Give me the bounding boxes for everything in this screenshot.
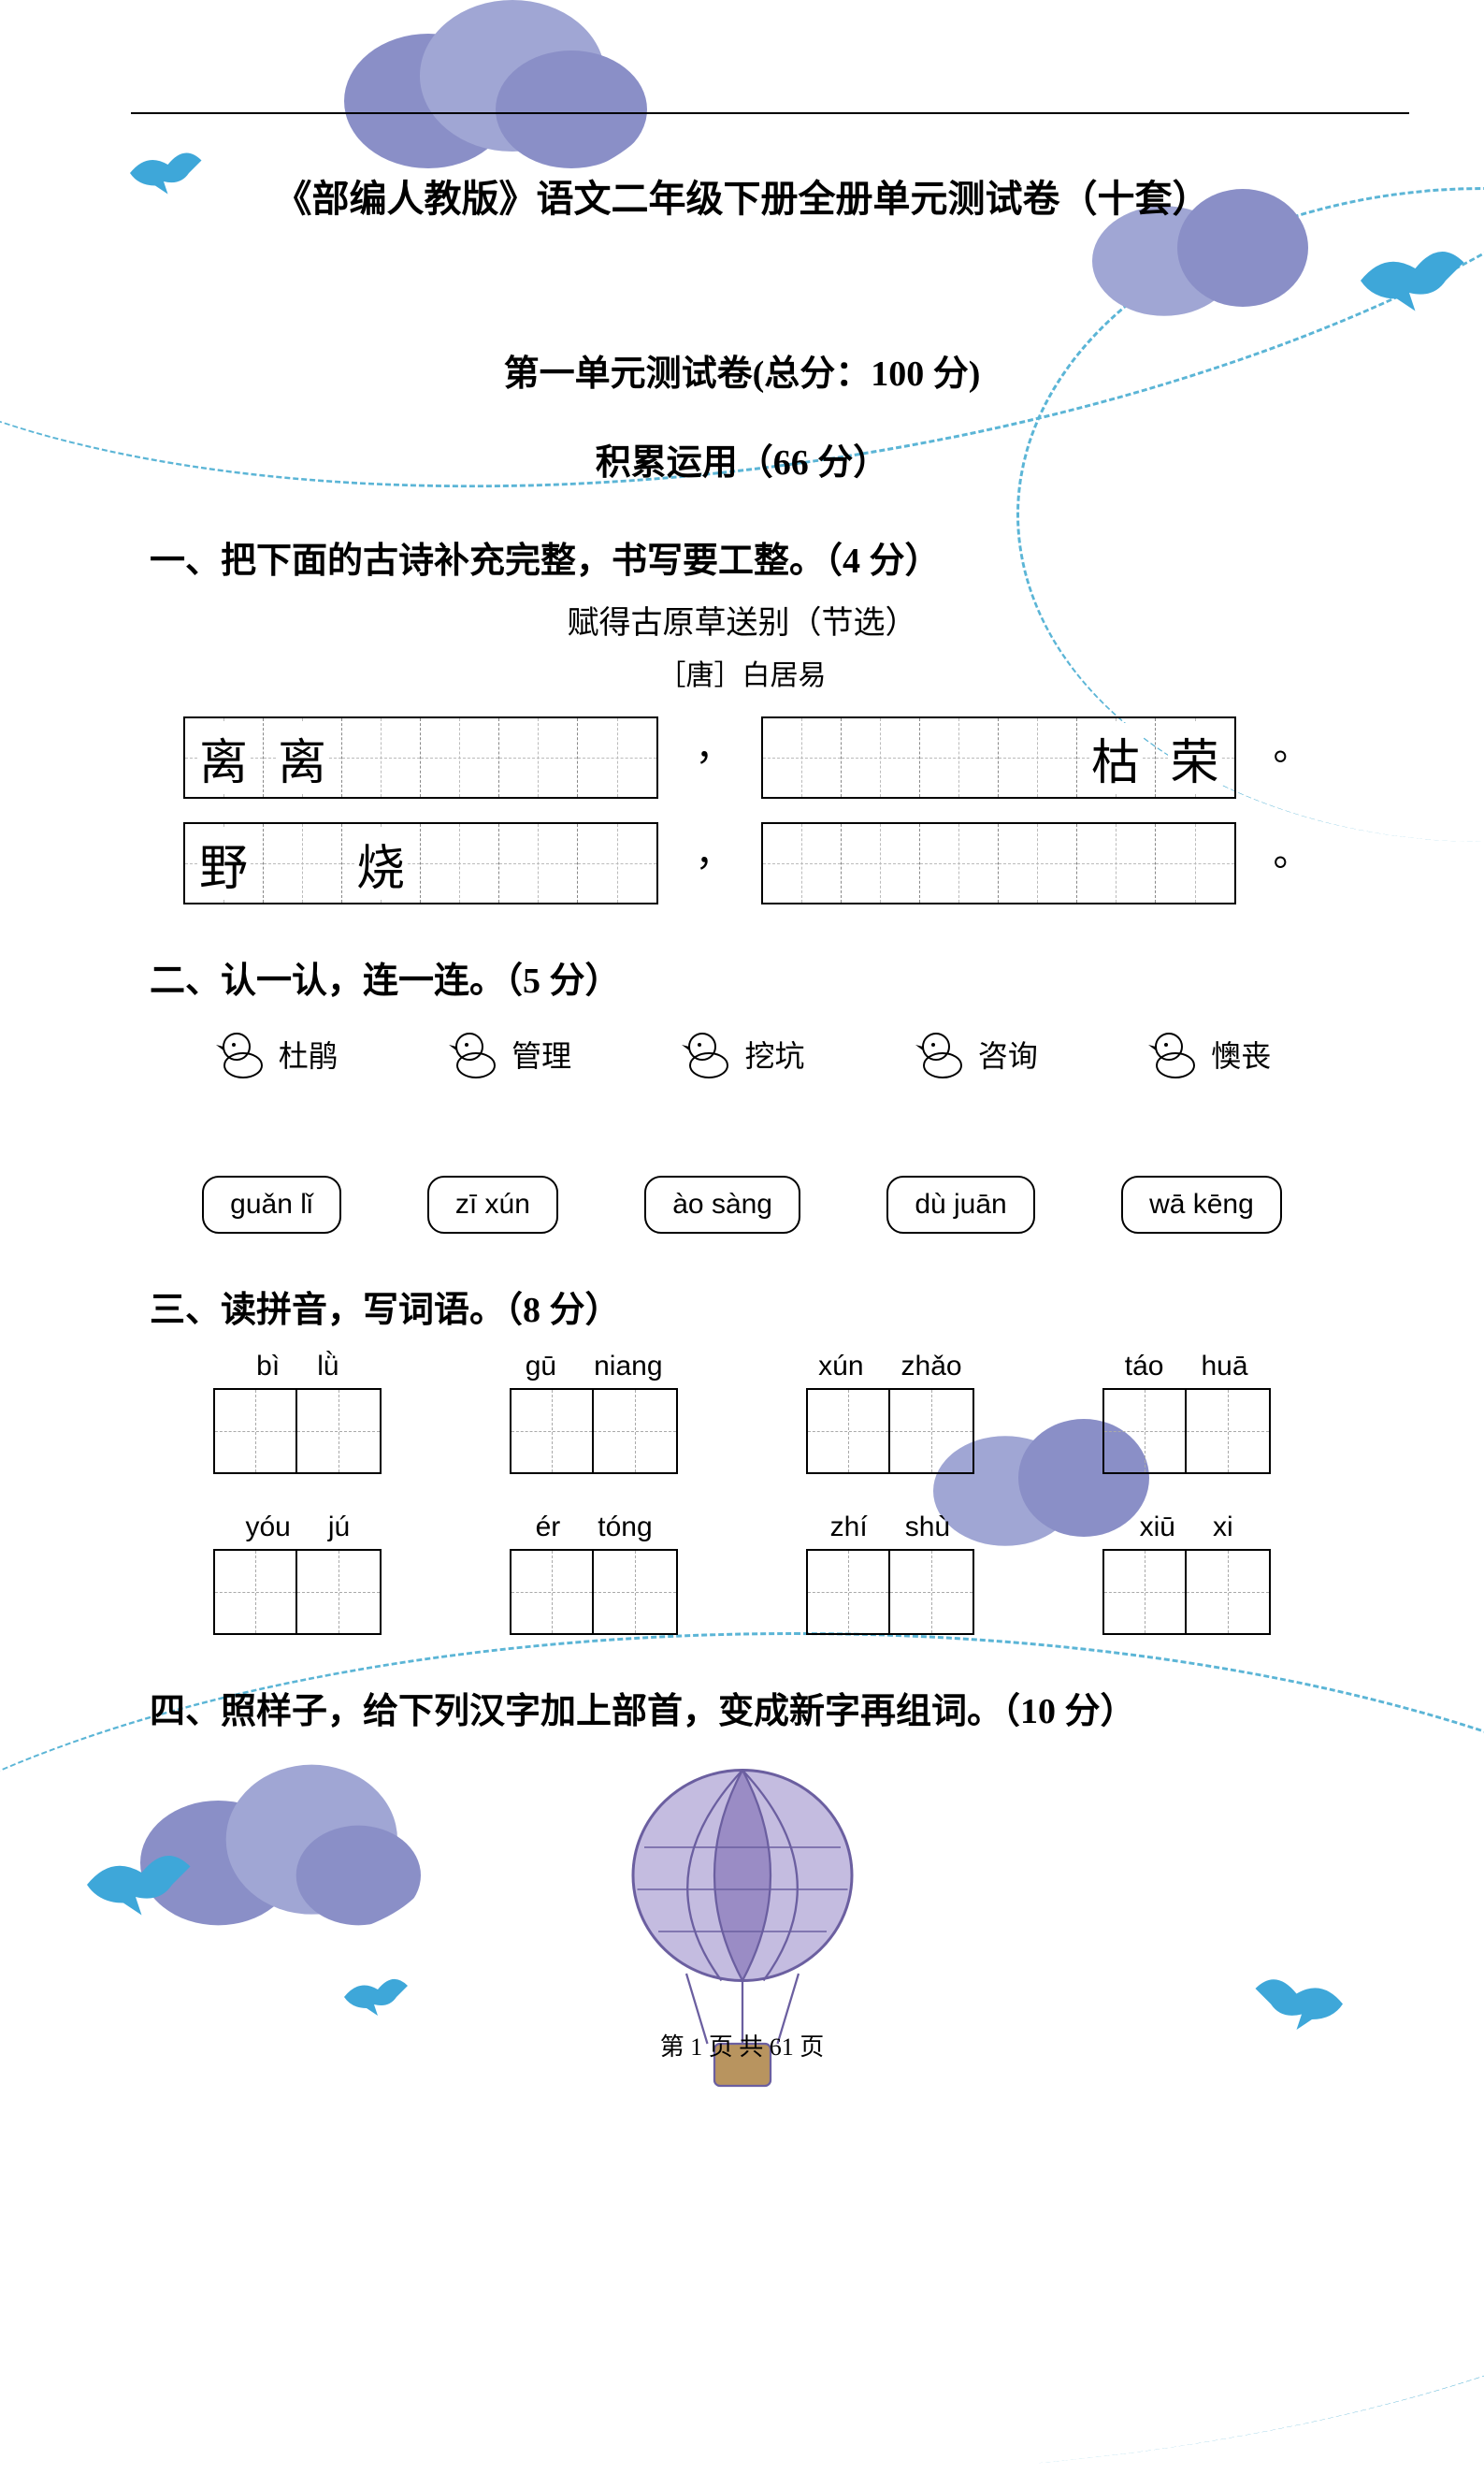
- q2-word-item[interactable]: 杜鹃: [213, 1026, 339, 1082]
- pinyin-syllable: bì: [256, 1351, 280, 1382]
- tian-grid[interactable]: [213, 1388, 382, 1474]
- pinyin-syllable: zhǎo: [901, 1351, 962, 1382]
- duck-icon: [1145, 1026, 1202, 1082]
- section-title: 积累运用（66 分）: [150, 433, 1334, 485]
- tian-grid[interactable]: [806, 1549, 974, 1635]
- pinyin-syllable: huā: [1201, 1351, 1247, 1382]
- q1-heading: 一、把下面的古诗补充完整，书写要工整。（4 分）: [150, 531, 1334, 583]
- q2-word-item[interactable]: 挖坑: [679, 1026, 804, 1082]
- q3-item: gū niang: [510, 1351, 678, 1474]
- pinyin-syllable: táo: [1125, 1351, 1164, 1382]
- q2-heading: 二、认一认，连一连。（5 分）: [150, 951, 1334, 1003]
- q2-word-item[interactable]: 咨询: [913, 1026, 1038, 1082]
- q3-item: táo huā: [1102, 1351, 1271, 1474]
- tian-grid[interactable]: [1102, 1388, 1271, 1474]
- q3-heading: 三、读拼音，写词语。（8 分）: [150, 1280, 1334, 1332]
- poem-char: 荣: [1168, 723, 1220, 793]
- pinyin-syllable: xún: [818, 1351, 863, 1382]
- poem-grid[interactable]: [761, 822, 1236, 904]
- q2-pinyin[interactable]: guǎn lǐ: [202, 1176, 340, 1234]
- pinyin-syllable: tóng: [598, 1512, 652, 1543]
- tian-grid[interactable]: [510, 1549, 678, 1635]
- poem-grid[interactable]: 枯 荣: [761, 716, 1236, 799]
- period: 。: [1274, 822, 1302, 904]
- poem-line-2: 野 烧 ， 。: [150, 822, 1334, 904]
- tian-grid[interactable]: [806, 1388, 974, 1474]
- duck-icon: [679, 1026, 735, 1082]
- poem-char: 烧: [354, 829, 407, 899]
- q4-heading: 四、照样子，给下列汉字加上部首，变成新字再组词。（10 分）: [150, 1682, 1334, 1733]
- poem-char: 野: [197, 829, 250, 899]
- page-footer: 第 1 页 共 61 页: [0, 2028, 1484, 2062]
- q2-pinyin[interactable]: zī xún: [427, 1176, 558, 1234]
- pinyin-syllable: ér: [536, 1512, 561, 1543]
- poem-grid[interactable]: 野 烧: [183, 822, 658, 904]
- period: 。: [1274, 716, 1302, 799]
- q3-row-1: bì lǜ gū niang xún zhǎo táo huā: [150, 1351, 1334, 1474]
- duck-icon: [446, 1026, 502, 1082]
- q2-word: 挖坑: [744, 1033, 804, 1076]
- q2-words-row: 杜鹃 管理 挖坑 咨询 懊丧: [150, 1026, 1334, 1082]
- tian-grid[interactable]: [1102, 1549, 1271, 1635]
- q3-row-2: yóu jú ér tóng zhí shù xiū xi: [150, 1512, 1334, 1635]
- bird-icon: [75, 1838, 196, 1931]
- pinyin-syllable: zhí: [830, 1512, 868, 1543]
- pinyin-syllable: yóu: [246, 1512, 291, 1543]
- q2-word: 杜鹃: [279, 1033, 339, 1076]
- q3-item: xún zhǎo: [806, 1351, 974, 1474]
- poem-char: 枯: [1089, 723, 1142, 793]
- q3-item: ér tóng: [510, 1512, 678, 1635]
- main-title: 《部编人教版》语文二年级下册全册单元测试卷（十套）: [150, 168, 1334, 223]
- pinyin-syllable: xi: [1213, 1512, 1233, 1543]
- tian-grid[interactable]: [510, 1388, 678, 1474]
- q2-pinyin-row: guǎn lǐ zī xún ào sàng dù juān wā kēng: [150, 1176, 1334, 1234]
- q2-word: 咨询: [978, 1033, 1038, 1076]
- pinyin-syllable: niang: [594, 1351, 662, 1382]
- comma: ，: [696, 716, 724, 799]
- duck-icon: [913, 1026, 969, 1082]
- bird-icon: [1348, 234, 1470, 327]
- bird-icon: [337, 1969, 411, 2025]
- pinyin-syllable: xiū: [1140, 1512, 1175, 1543]
- q2-pinyin[interactable]: dù juān: [886, 1176, 1034, 1234]
- poem-line-1: 离 离 ， 枯 荣 。: [150, 716, 1334, 799]
- pinyin-syllable: jú: [328, 1512, 350, 1543]
- poem-char: 离: [276, 723, 328, 793]
- pinyin-syllable: gū: [526, 1351, 556, 1382]
- unit-title: 第一单元测试卷(总分：100 分): [150, 344, 1334, 396]
- q3-item: yóu jú: [213, 1512, 382, 1635]
- worksheet-content: 《部编人教版》语文二年级下册全册单元测试卷（十套） 第一单元测试卷(总分：100…: [150, 0, 1334, 1733]
- poem-grid[interactable]: 离 离: [183, 716, 658, 799]
- tian-grid[interactable]: [213, 1549, 382, 1635]
- q2-pinyin[interactable]: wā kēng: [1121, 1176, 1282, 1234]
- poem-char: 离: [197, 723, 250, 793]
- poem-author: ［唐］白居易: [150, 652, 1334, 693]
- q2-pinyin[interactable]: ào sàng: [644, 1176, 800, 1234]
- q2-word-item[interactable]: 管理: [446, 1026, 571, 1082]
- q3-item: bì lǜ: [213, 1351, 382, 1474]
- q2-word-item[interactable]: 懊丧: [1145, 1026, 1271, 1082]
- pinyin-syllable: lǜ: [317, 1351, 339, 1382]
- duck-icon: [213, 1026, 269, 1082]
- poem-title: 赋得古原草送别（节选）: [150, 597, 1334, 643]
- q2-word: 管理: [511, 1033, 571, 1076]
- comma: ，: [696, 822, 724, 904]
- q2-word: 懊丧: [1211, 1033, 1271, 1076]
- q3-item: zhí shù: [806, 1512, 974, 1635]
- q3-item: xiū xi: [1102, 1512, 1271, 1635]
- pinyin-syllable: shù: [905, 1512, 950, 1543]
